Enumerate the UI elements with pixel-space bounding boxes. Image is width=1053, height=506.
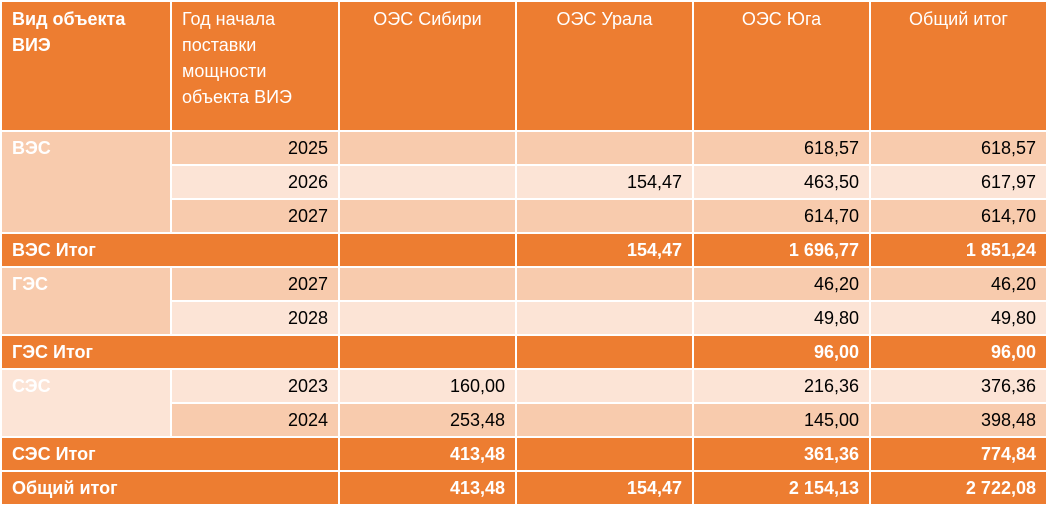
cell: 618,57 (692, 130, 871, 166)
row: 2024 253,48 145,00 398,48 (1, 402, 1048, 438)
cell: 96,00 (869, 334, 1048, 370)
header-row: Вид объекта ВИЭ Год начала поставки мощн… (0, 0, 1048, 132)
cell (338, 198, 517, 234)
row: 2028 49,80 49,80 (1, 300, 1048, 336)
cell: 463,50 (692, 164, 871, 200)
cell: 154,47 (515, 232, 694, 268)
header-cell: Год начала поставки мощности объекта ВИЭ (170, 0, 340, 132)
group-name: ГЭС (0, 266, 172, 336)
cell: 413,48 (338, 436, 517, 472)
cell: 160,00 (338, 368, 517, 404)
header-cell: ОЭС Урала (515, 0, 694, 132)
cell (338, 334, 517, 370)
year: 2024 (170, 402, 340, 438)
cell (515, 402, 694, 438)
subtotal-row: СЭС Итог 413,48 361,36 774,84 (0, 436, 1048, 472)
row: ГЭС 2027 46,20 46,20 (0, 266, 1048, 336)
cell (338, 300, 517, 336)
cell: 413,48 (338, 470, 517, 506)
row: ВЭС 2025 618,57 618,57 (0, 130, 1048, 234)
header-cell: ОЭС Юга (692, 0, 871, 132)
row: 2027 614,70 614,70 (1, 198, 1048, 234)
cell: 617,97 (869, 164, 1048, 200)
cell: 154,47 (515, 470, 694, 506)
cell (515, 266, 694, 302)
cell: 2 154,13 (692, 470, 871, 506)
cell (338, 130, 517, 166)
cell (515, 198, 694, 234)
group-name: ВЭС (0, 130, 172, 234)
cell: 2 722,08 (869, 470, 1048, 506)
cell: 154,47 (515, 164, 694, 200)
cell: 614,70 (692, 198, 871, 234)
cell: 145,00 (692, 402, 871, 438)
year: 2028 (170, 300, 340, 336)
cell (338, 232, 517, 268)
year: 2027 (170, 266, 340, 302)
cell (515, 130, 694, 166)
subtotal-label: ГЭС Итог (0, 334, 340, 370)
cell (338, 164, 517, 200)
cell: 1 696,77 (692, 232, 871, 268)
cell: 1 851,24 (869, 232, 1048, 268)
header-cell: Вид объекта ВИЭ (0, 0, 172, 132)
subtotal-row: ГЭС Итог 96,00 96,00 (0, 334, 1048, 370)
group-name: СЭС (0, 368, 172, 438)
grand-total-row: Общий итог 413,48 154,47 2 154,13 2 722,… (0, 470, 1048, 506)
year: 2026 (170, 164, 340, 200)
cell (515, 436, 694, 472)
cell: 398,48 (869, 402, 1048, 438)
cell: 376,36 (869, 368, 1048, 404)
cell: 618,57 (869, 130, 1048, 166)
year: 2027 (170, 198, 340, 234)
cell: 216,36 (692, 368, 871, 404)
subtotal-label: ВЭС Итог (0, 232, 340, 268)
row: СЭС 2023 160,00 216,36 376,36 (0, 368, 1048, 438)
year: 2025 (170, 130, 340, 166)
cell: 614,70 (869, 198, 1048, 234)
cell (515, 334, 694, 370)
cell: 253,48 (338, 402, 517, 438)
subtotal-label: СЭС Итог (0, 436, 340, 472)
cell: 96,00 (692, 334, 871, 370)
cell (338, 266, 517, 302)
cell: 49,80 (869, 300, 1048, 336)
cell: 361,36 (692, 436, 871, 472)
cell: 774,84 (869, 436, 1048, 472)
subtotal-row: ВЭС Итог 154,47 1 696,77 1 851,24 (0, 232, 1048, 268)
header-cell: ОЭС Сибири (338, 0, 517, 132)
cell (515, 368, 694, 404)
header-cell: Общий итог (869, 0, 1048, 132)
year: 2023 (170, 368, 340, 404)
row: 2026 154,47 463,50 617,97 (1, 164, 1048, 200)
grand-total-label: Общий итог (0, 470, 340, 506)
cell (515, 300, 694, 336)
cell: 46,20 (692, 266, 871, 302)
cell: 49,80 (692, 300, 871, 336)
cell: 46,20 (869, 266, 1048, 302)
